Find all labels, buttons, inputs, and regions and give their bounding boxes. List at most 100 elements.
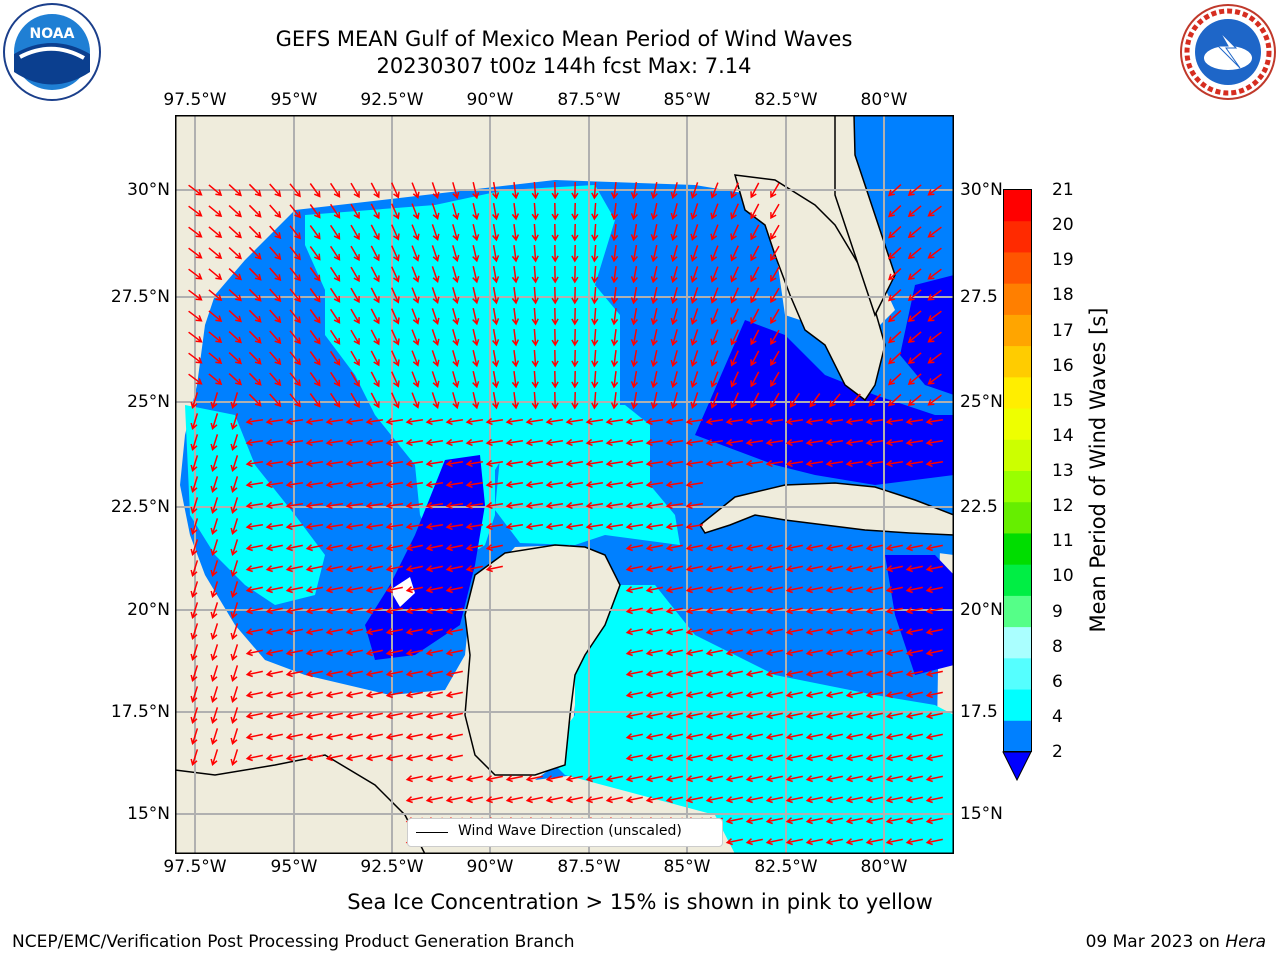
- wind-arrow: [305, 544, 323, 552]
- wind-arrow: [927, 184, 942, 196]
- wind-arrow: [630, 223, 638, 242]
- wind-arrow: [765, 691, 783, 699]
- wind-arrow: [365, 501, 384, 510]
- wind-arrow: [825, 607, 843, 615]
- wind-arrow: [511, 266, 520, 284]
- wind-arrow: [888, 184, 902, 197]
- wind-arrow: [425, 459, 444, 468]
- wind-arrow: [245, 733, 263, 741]
- wind-arrow: [690, 266, 699, 283]
- wind-arrow: [885, 796, 903, 804]
- wind-arrow: [888, 289, 902, 302]
- wind-arrow: [685, 417, 704, 426]
- wind-arrow: [492, 370, 500, 389]
- wind-arrow: [285, 754, 303, 762]
- wind-arrow: [228, 331, 242, 344]
- wind-arrow: [925, 438, 944, 447]
- wind-arrow: [745, 775, 763, 783]
- wind-arrow: [245, 628, 263, 636]
- wind-arrow: [210, 392, 219, 409]
- wind-arrow: [745, 628, 763, 636]
- wind-arrow: [705, 565, 723, 573]
- wind-arrow: [685, 754, 703, 762]
- wind-arrow: [265, 628, 283, 636]
- wind-arrow: [525, 459, 544, 468]
- wind-arrow: [665, 586, 683, 594]
- wind-arrow: [765, 733, 783, 741]
- wind-arrow: [305, 522, 324, 531]
- wind-arrow: [210, 413, 219, 430]
- wind-arrow: [625, 628, 643, 636]
- wind-arrow: [188, 331, 203, 343]
- wind-arrow: [645, 691, 663, 699]
- wind-arrow: [431, 224, 440, 241]
- footer-host: Hera: [1225, 932, 1266, 952]
- wind-arrow: [472, 329, 480, 347]
- wind-arrow: [730, 287, 739, 304]
- wind-arrow: [888, 205, 902, 218]
- wind-arrow: [425, 438, 444, 447]
- wind-arrow: [888, 268, 902, 281]
- wind-arrow: [705, 628, 723, 636]
- wind-arrow: [785, 691, 803, 699]
- wind-arrow: [571, 181, 579, 200]
- wind-arrow: [230, 665, 239, 682]
- wind-arrow: [228, 268, 242, 281]
- wind-arrow: [585, 459, 604, 468]
- wind-arrow: [765, 838, 783, 846]
- wind-arrow: [907, 352, 922, 365]
- wind-arrow: [485, 796, 503, 804]
- wind-arrow: [492, 349, 500, 368]
- colorbar-label: 16: [1052, 355, 1074, 376]
- colorbar-label: 14: [1052, 425, 1074, 446]
- wind-arrow: [269, 288, 282, 303]
- wind-arrow: [765, 417, 784, 426]
- wind-arrow: [725, 838, 743, 846]
- wind-arrow: [345, 459, 364, 468]
- wind-arrow: [705, 649, 723, 657]
- colorbar-underflow: [1002, 751, 1032, 782]
- wind-arrow: [289, 372, 301, 387]
- wind-arrow: [265, 565, 283, 573]
- wind-arrow: [269, 372, 282, 387]
- wind-arrow: [269, 204, 282, 219]
- wind-arrow: [825, 754, 843, 762]
- wind-arrow: [927, 331, 942, 343]
- wind-arrow: [745, 649, 763, 657]
- wind-arrow: [425, 565, 443, 573]
- wind-arrow: [265, 712, 283, 720]
- wind-arrow: [309, 351, 321, 366]
- colorbar: [1002, 189, 1032, 782]
- wind-arrow: [591, 202, 599, 221]
- wind-arrow: [665, 565, 683, 573]
- wind-arrow: [925, 712, 943, 720]
- wind-arrow: [511, 182, 520, 200]
- wind-arrow: [765, 754, 783, 762]
- wind-arrow: [591, 244, 599, 263]
- lon-tick-top: 92.5°W: [360, 90, 424, 110]
- wind-arrow: [511, 203, 520, 221]
- wind-arrow: [770, 203, 780, 220]
- wind-arrow: [188, 268, 203, 280]
- wind-arrow: [825, 691, 843, 699]
- wind-arrow: [645, 649, 663, 657]
- wind-arrow: [305, 417, 324, 426]
- wind-arrow: [927, 226, 942, 238]
- wind-arrow: [385, 586, 403, 594]
- wind-arrow: [885, 607, 903, 615]
- wind-arrow: [385, 733, 403, 741]
- wind-arrow: [725, 417, 744, 426]
- wind-arrow: [925, 691, 943, 699]
- wind-arrow: [345, 438, 364, 447]
- wind-arrow: [551, 223, 559, 242]
- wind-arrow: [245, 459, 264, 468]
- wind-arrow: [630, 244, 638, 263]
- wind-arrow: [230, 518, 239, 535]
- wind-arrow: [210, 581, 219, 598]
- wind-arrow: [785, 796, 803, 804]
- wind-arrow: [452, 224, 460, 242]
- wind-arrow: [571, 307, 579, 326]
- wind-arrow: [269, 267, 282, 282]
- wind-arrow: [785, 459, 804, 468]
- wind-arrow: [645, 670, 663, 678]
